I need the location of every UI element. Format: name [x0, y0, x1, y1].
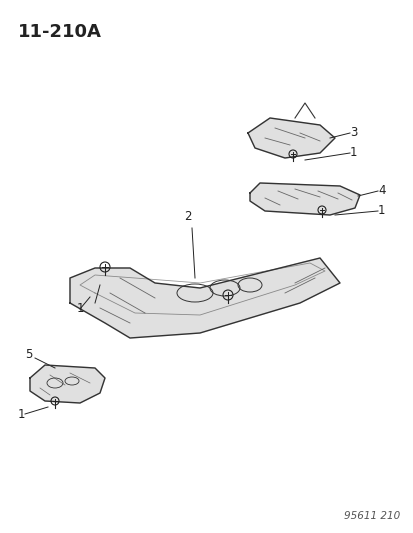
Text: 5: 5: [25, 349, 32, 361]
Text: 4: 4: [377, 184, 385, 198]
Polygon shape: [70, 258, 339, 338]
Text: 1: 1: [18, 408, 26, 422]
Text: 1: 1: [76, 303, 83, 316]
Polygon shape: [247, 118, 334, 158]
Polygon shape: [249, 183, 359, 215]
Text: 3: 3: [349, 126, 356, 140]
Text: 2: 2: [184, 210, 191, 223]
Text: 95611 210: 95611 210: [343, 511, 399, 521]
Text: 1: 1: [349, 147, 357, 159]
Text: 1: 1: [377, 205, 385, 217]
Polygon shape: [30, 365, 105, 403]
Text: 11-210A: 11-210A: [18, 23, 102, 41]
